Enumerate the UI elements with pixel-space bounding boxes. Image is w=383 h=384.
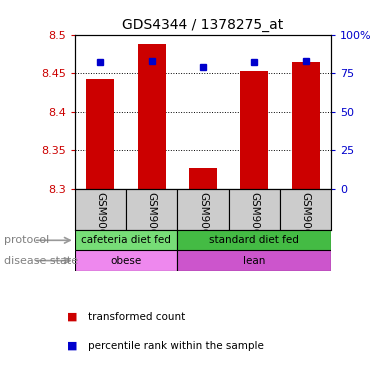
Bar [75,189,126,230]
Bar [280,189,331,230]
Text: percentile rank within the sample: percentile rank within the sample [88,341,264,351]
Text: obese: obese [110,256,142,266]
Text: GSM906559: GSM906559 [301,192,311,256]
Bar [75,250,177,271]
Text: GSM906555: GSM906555 [95,192,105,256]
Bar [86,79,115,189]
Bar [291,61,320,189]
Text: disease state: disease state [4,256,78,266]
Bar [189,168,217,189]
Text: GSM906557: GSM906557 [198,192,208,256]
Text: protocol: protocol [4,235,49,245]
Bar [177,189,229,230]
Text: transformed count: transformed count [88,312,185,322]
Bar [229,189,280,230]
Text: standard diet fed: standard diet fed [210,235,299,245]
Text: GSM906558: GSM906558 [249,192,259,256]
Bar [177,250,331,271]
Bar [240,71,268,189]
Text: ■: ■ [67,341,77,351]
Title: GDS4344 / 1378275_at: GDS4344 / 1378275_at [122,18,284,32]
Text: cafeteria diet fed: cafeteria diet fed [81,235,171,245]
Bar [126,189,177,230]
Bar [177,230,331,250]
Text: ■: ■ [67,312,77,322]
Text: lean: lean [243,256,265,266]
Text: GSM906556: GSM906556 [147,192,157,256]
Bar [75,230,177,250]
Bar [137,44,166,189]
